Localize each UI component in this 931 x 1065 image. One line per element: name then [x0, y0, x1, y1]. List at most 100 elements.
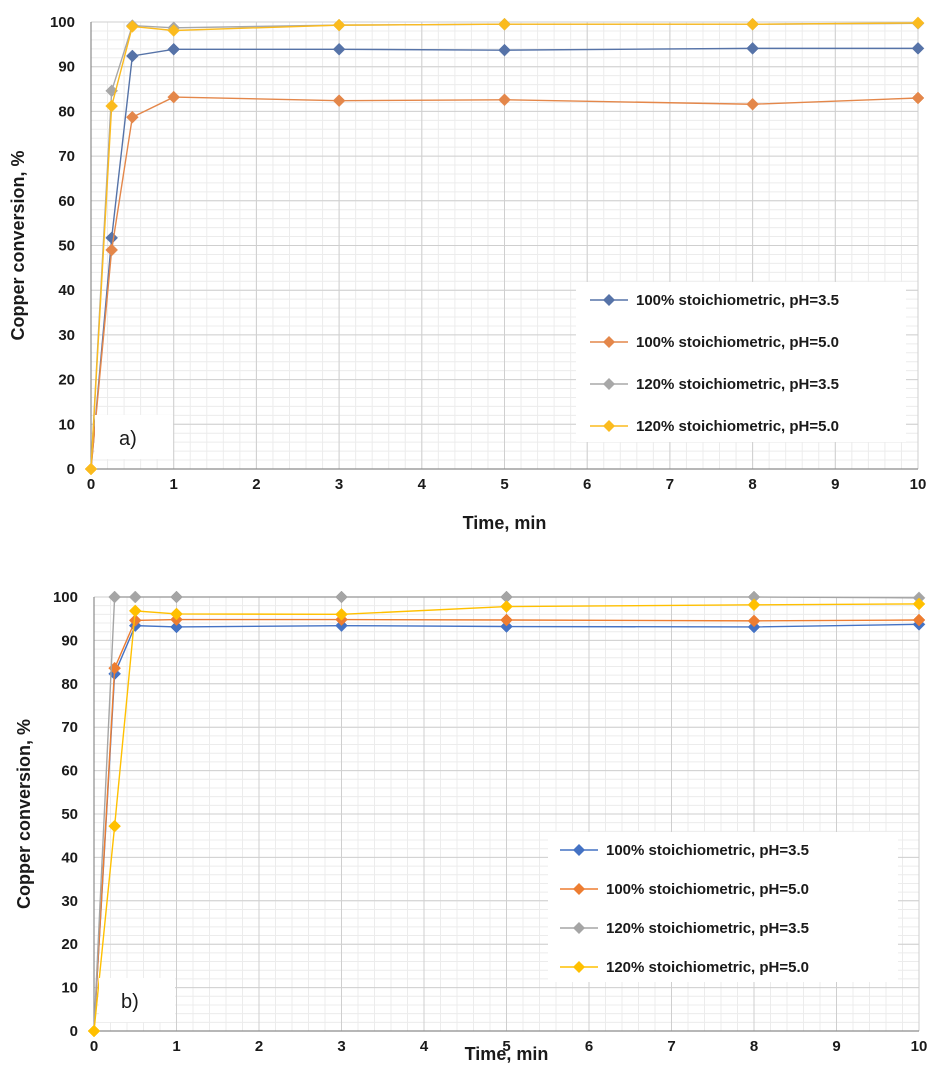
y-tick-label: 60 [61, 763, 78, 780]
series-line [93, 603, 920, 1032]
data-point [167, 24, 181, 37]
x-tick-label: 0 [90, 1038, 98, 1055]
y-tick-label: 20 [61, 936, 78, 953]
x-tick-label: 5 [502, 1038, 510, 1055]
legend-background [576, 282, 906, 442]
panel-label: b) [121, 991, 139, 1013]
data-point [500, 613, 513, 627]
legend-item: 120% stoichiometric, pH=3.5 [560, 920, 809, 937]
y-tick-label: 90 [58, 59, 75, 76]
legend-item: 100% stoichiometric, pH=5.0 [590, 334, 839, 351]
data-point [911, 91, 925, 105]
data-point [108, 590, 121, 604]
data-point [498, 43, 511, 57]
data-point [912, 597, 926, 611]
x-tick-label: 7 [666, 476, 674, 493]
y-tick-label: 40 [58, 282, 75, 299]
x-tick-label: 5 [500, 476, 508, 493]
legend-label: 100% stoichiometric, pH=5.0 [636, 334, 839, 351]
data-point [335, 608, 348, 621]
x-tick-label: 10 [911, 1038, 928, 1055]
y-tick-label: 10 [61, 980, 78, 997]
data-point [912, 613, 926, 627]
x-tick-label: 3 [337, 1038, 345, 1055]
legend-marker [573, 844, 585, 856]
data-point [500, 600, 513, 613]
x-tick-label: 4 [420, 1038, 429, 1055]
legend-item: 100% stoichiometric, pH=3.5 [560, 842, 809, 859]
x-tick-label: 1 [172, 1038, 180, 1055]
y-tick-label: 50 [58, 238, 75, 255]
y-tick-label: 10 [58, 416, 75, 433]
x-tick-label: 2 [255, 1038, 263, 1055]
chart-panel-a: 0 1 2 3 4 5 6 7 8 9 100102030405060708090100Time, … [8, 14, 926, 533]
series-line [90, 96, 919, 470]
legend-marker [573, 883, 585, 895]
data-point [747, 598, 761, 612]
y-tick-label: 80 [61, 676, 78, 693]
legend-marker [603, 294, 615, 306]
x-axis-label: Time, min [465, 1044, 549, 1064]
legend-label: 100% stoichiometric, pH=3.5 [606, 842, 809, 859]
y-tick-label: 40 [61, 849, 78, 866]
x-tick-label: 10 [910, 476, 927, 493]
y-tick-label: 0 [70, 1023, 78, 1040]
data-point [167, 42, 181, 56]
series-1 [84, 42, 925, 476]
data-point [105, 99, 119, 113]
y-tick-label: 60 [58, 193, 75, 210]
data-point [746, 97, 759, 111]
y-tick-label: 100 [50, 14, 75, 31]
panel-label-box [99, 978, 175, 1022]
x-tick-label: 2 [252, 476, 260, 493]
legend-item: 120% stoichiometric, pH=5.0 [590, 418, 839, 435]
y-tick-label: 100 [53, 589, 78, 606]
legend-label: 100% stoichiometric, pH=5.0 [606, 881, 809, 898]
data-point [747, 614, 761, 628]
legend-marker [603, 420, 615, 432]
legend-item: 100% stoichiometric, pH=3.5 [590, 292, 839, 309]
x-tick-label: 8 [750, 1038, 758, 1055]
data-point [125, 49, 139, 63]
x-tick-label: 6 [585, 1038, 593, 1055]
data-point [332, 94, 346, 108]
y-tick-label: 70 [58, 148, 75, 165]
legend: 100% stoichiometric, pH=3.5 100% stoichio… [576, 282, 906, 442]
y-tick-label: 50 [61, 806, 78, 823]
data-point [125, 110, 139, 124]
data-point [746, 17, 759, 31]
data-point [108, 819, 121, 833]
y-tick-label: 90 [61, 632, 78, 649]
series-line [90, 22, 919, 470]
data-point [498, 93, 511, 107]
series-4 [87, 597, 926, 1038]
x-tick-label: 9 [832, 1038, 840, 1055]
series-4 [84, 16, 925, 476]
legend-label: 120% stoichiometric, pH=3.5 [636, 376, 839, 393]
data-point [746, 42, 759, 55]
y-tick-label: 80 [58, 103, 75, 120]
data-point [170, 607, 183, 621]
data-point [911, 16, 925, 30]
legend-label: 100% stoichiometric, pH=3.5 [636, 292, 839, 309]
legend: 100% stoichiometric, pH=3.5 100% stoichio… [548, 832, 898, 982]
data-point [128, 604, 142, 618]
legend-background [548, 832, 898, 982]
data-point [170, 620, 183, 634]
y-tick-label: 20 [58, 372, 75, 389]
legend-marker [603, 378, 615, 390]
x-tick-label: 7 [667, 1038, 675, 1055]
y-axis-label: Copper conversion, % [8, 150, 28, 340]
y-tick-label: 70 [61, 719, 78, 736]
data-point [911, 42, 925, 55]
y-axis-label: Copper conversion, % [14, 719, 34, 909]
legend-marker [603, 336, 615, 348]
legend-item: 100% stoichiometric, pH=5.0 [560, 881, 809, 898]
data-point [105, 243, 119, 257]
legend-label: 120% stoichiometric, pH=5.0 [636, 418, 839, 435]
data-point [498, 17, 511, 31]
data-point [332, 42, 346, 56]
panel-label-box [95, 415, 173, 459]
data-point [335, 590, 348, 604]
